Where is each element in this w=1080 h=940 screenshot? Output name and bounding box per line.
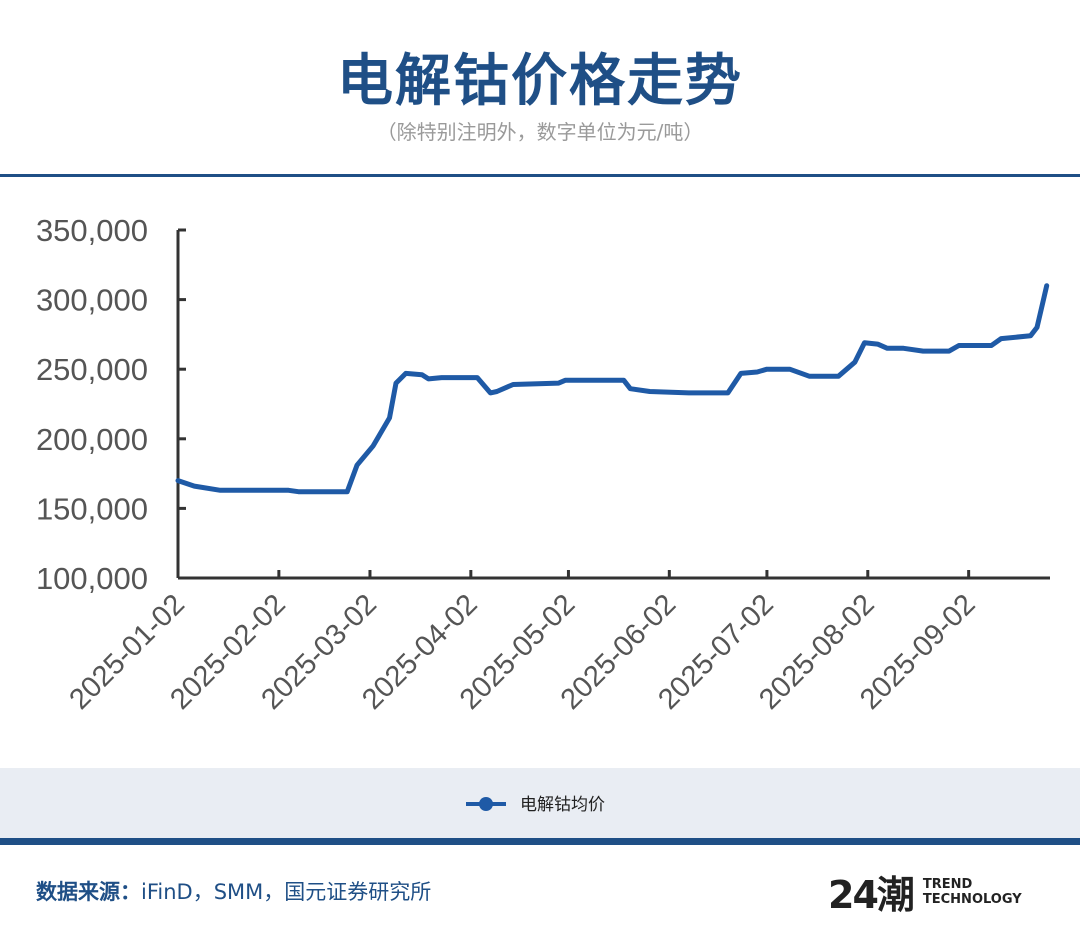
title: 电解钴价格走势: [337, 49, 743, 114]
chart: 100,000 150,000 200,000 250,000 300,000 350,0…: [36, 213, 1050, 716]
divider: [0, 174, 1080, 177]
y-tick-label: 200,000: [36, 422, 148, 457]
y-tick-label: 300,000: [36, 283, 148, 318]
logo: 24潮 TREND TECHNOLOGY: [828, 864, 1022, 919]
subtitle: （除特别注明外，数字单位为元/吨）: [376, 120, 704, 144]
logo-text: TREND TECHNOLOGY: [923, 877, 1022, 907]
y-tick-label: 350,000: [36, 213, 148, 248]
y-tick-label: 100,000: [36, 561, 148, 596]
legend: 电解钴均价: [466, 795, 605, 814]
y-tick-label: 150,000: [36, 491, 148, 526]
y-tick-label: 250,000: [36, 352, 148, 387]
source-label: 数据来源：: [36, 880, 141, 904]
legend-label: 电解钴均价: [520, 795, 605, 814]
logo-line: TREND: [922, 876, 973, 892]
series-line: [175, 283, 1050, 495]
source-text: iFinD，SMM，国元证券研究所: [141, 880, 432, 904]
divider: [0, 838, 1080, 845]
legend-band: [0, 768, 1080, 838]
legend-marker: [479, 797, 493, 811]
logo-mark: 24潮: [828, 873, 915, 917]
source-note: 数据来源：iFinD，SMM，国元证券研究所: [36, 876, 431, 906]
logo-line: TECHNOLOGY: [922, 891, 1022, 907]
